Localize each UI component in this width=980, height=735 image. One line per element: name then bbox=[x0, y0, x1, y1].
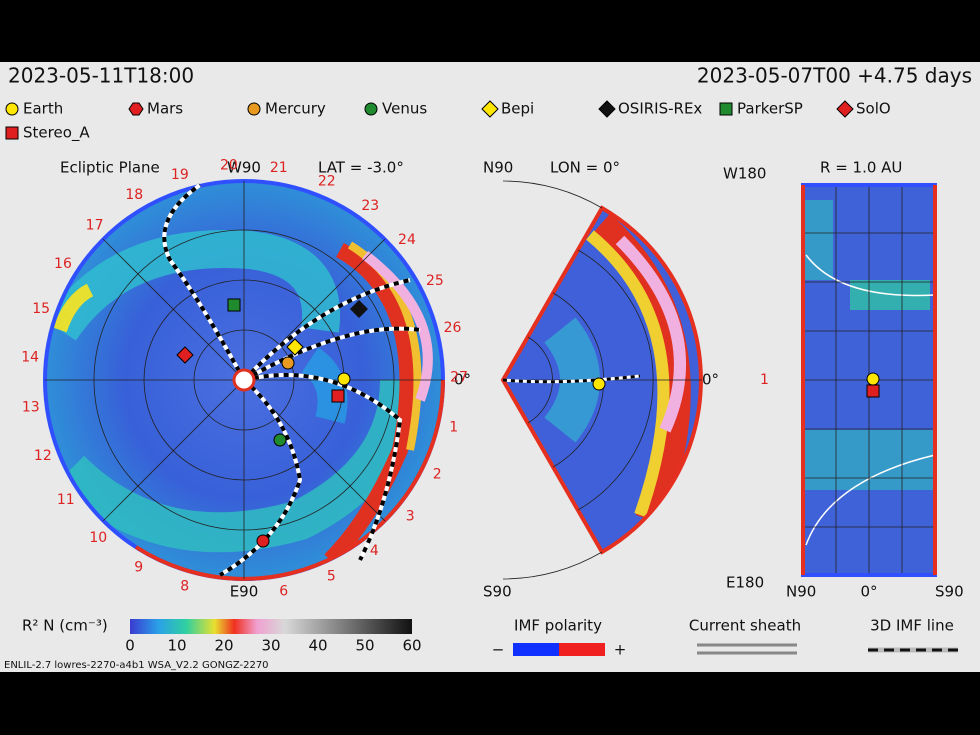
axis-label: E90 bbox=[230, 583, 259, 601]
time-right: 2023-05-07T00 +4.75 days bbox=[697, 64, 972, 88]
legend-label: Earth bbox=[23, 100, 63, 118]
colorbar-tick: 60 bbox=[402, 637, 421, 655]
legend-marker bbox=[719, 102, 733, 116]
legend-marker bbox=[5, 126, 19, 140]
longitude-label: 22 bbox=[318, 174, 336, 190]
legend-label: Current sheath bbox=[689, 617, 801, 635]
legend-label: OSIRIS-REx bbox=[618, 100, 702, 118]
legend-label: SolO bbox=[856, 100, 891, 118]
axis-label: S90 bbox=[935, 583, 964, 601]
sheath-sample bbox=[697, 643, 797, 655]
legend-marker bbox=[247, 102, 261, 116]
legend-label: Stereo_A bbox=[23, 124, 90, 143]
colorbar-tick: 10 bbox=[167, 637, 186, 655]
colorbar-tick: 40 bbox=[308, 637, 327, 655]
lon-label: LON = 0° bbox=[550, 159, 620, 177]
legend-marker bbox=[128, 102, 144, 116]
polarity-plus: + bbox=[614, 641, 627, 659]
axis-label: S90 bbox=[483, 583, 512, 601]
longitude-label: 14 bbox=[21, 350, 39, 366]
longitude-label: 23 bbox=[361, 198, 379, 214]
axis-label: 0° bbox=[454, 371, 471, 389]
longitude-label: 6 bbox=[279, 583, 288, 599]
axis-label: N90 bbox=[786, 583, 816, 601]
longitude-label: 25 bbox=[426, 273, 444, 289]
longitude-label: 10 bbox=[89, 530, 107, 546]
legend-marker bbox=[5, 102, 19, 116]
radial-panel bbox=[801, 183, 937, 577]
lat-label: LAT = -3.0° bbox=[318, 159, 404, 177]
colorbar-tick: 50 bbox=[355, 637, 374, 655]
panel-title: Ecliptic Plane bbox=[60, 159, 160, 177]
legend-marker bbox=[481, 100, 499, 118]
longitude-label: 18 bbox=[125, 187, 143, 203]
longitude-label: 27 bbox=[450, 369, 468, 385]
meridional-wedge bbox=[500, 180, 703, 580]
colorbar-tick: 0 bbox=[125, 637, 135, 655]
longitude-label: 20 bbox=[220, 158, 238, 174]
polarity-neg bbox=[513, 643, 559, 656]
longitude-label: 12 bbox=[34, 448, 52, 464]
legend-label: Venus bbox=[382, 100, 427, 118]
legend-marker bbox=[598, 100, 616, 118]
longitude-label: 2 bbox=[433, 466, 442, 482]
legend-label: Mars bbox=[147, 100, 183, 118]
longitude-label: 8 bbox=[180, 579, 189, 595]
ecliptic-disk bbox=[43, 179, 445, 581]
longitude-label: 17 bbox=[86, 217, 104, 233]
legend-label: ParkerSP bbox=[737, 100, 803, 118]
legend-marker bbox=[364, 102, 378, 116]
longitude-label: 5 bbox=[327, 568, 336, 584]
colorbar bbox=[130, 619, 412, 634]
longitude-label: 26 bbox=[444, 320, 462, 336]
radius-label: R = 1.0 AU bbox=[820, 159, 902, 177]
colorbar-tick: 20 bbox=[214, 637, 233, 655]
axis-label: N90 bbox=[483, 159, 513, 177]
longitude-label: 9 bbox=[134, 559, 143, 575]
longitude-label: 1 bbox=[449, 419, 458, 435]
polarity-minus: − bbox=[492, 641, 505, 659]
legend-label: 3D IMF line bbox=[870, 617, 954, 635]
axis-label: W180 bbox=[723, 165, 766, 183]
axis-label: 1 bbox=[760, 372, 769, 388]
time-left: 2023-05-11T18:00 bbox=[8, 64, 194, 88]
longitude-label: 24 bbox=[398, 232, 416, 248]
legend-label: IMF polarity bbox=[514, 617, 602, 635]
longitude-label: 13 bbox=[22, 399, 40, 415]
axis-label: W90 bbox=[227, 159, 261, 177]
longitude-label: 11 bbox=[57, 492, 75, 508]
axis-label: 0° bbox=[702, 371, 719, 389]
longitude-label: 15 bbox=[32, 301, 50, 317]
longitude-label: 21 bbox=[270, 160, 288, 176]
colorbar-tick: 30 bbox=[261, 637, 280, 655]
legend-marker bbox=[836, 100, 854, 118]
axis-label: 0° bbox=[860, 583, 877, 601]
axis-label: E180 bbox=[726, 574, 764, 592]
footer: ENLIL-2.7 lowres-2270-a4b1 WSA_V2.2 GONG… bbox=[4, 660, 269, 671]
colorbar-label: R² N (cm⁻³) bbox=[22, 617, 108, 635]
polarity-pos bbox=[559, 643, 605, 656]
legend-label: Bepi bbox=[501, 100, 534, 118]
longitude-label: 4 bbox=[370, 543, 379, 559]
longitude-label: 19 bbox=[171, 167, 189, 183]
longitude-label: 3 bbox=[406, 508, 415, 524]
longitude-label: 16 bbox=[54, 256, 72, 272]
legend-label: Mercury bbox=[265, 100, 326, 118]
